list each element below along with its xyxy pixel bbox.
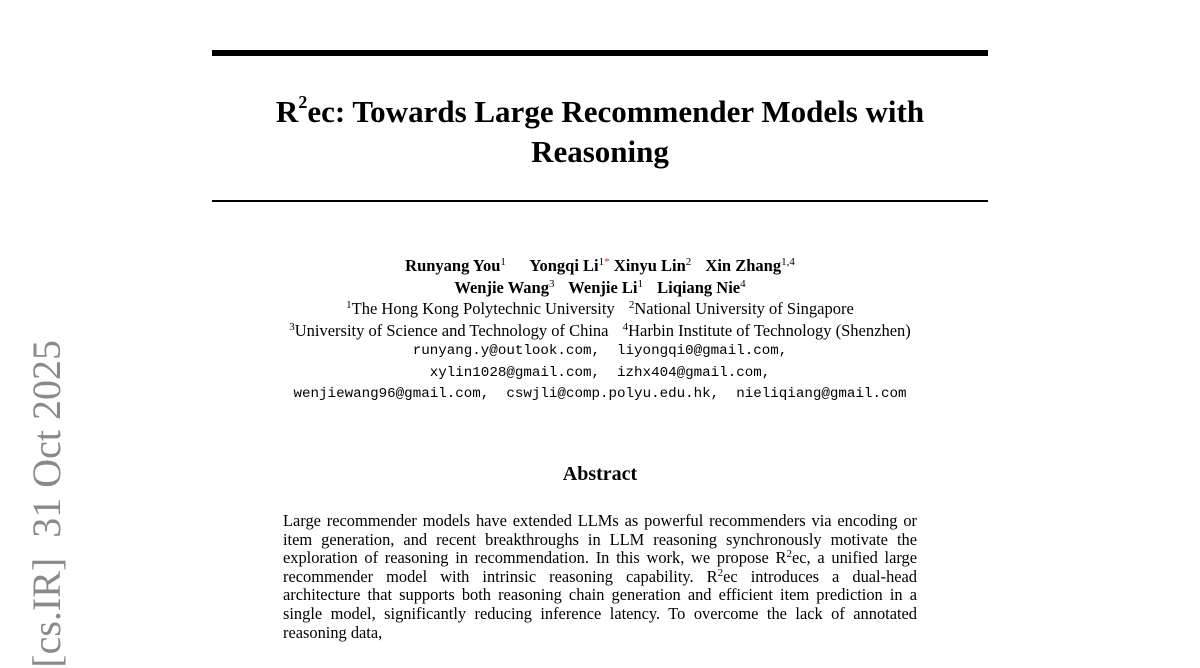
title-top-rule xyxy=(212,50,988,56)
affiliation: The Hong Kong Polytechnic University xyxy=(351,299,615,318)
author-line-1: Runyang You1 Yongqi Li1* Xinyu Lin2 Xin … xyxy=(212,255,988,277)
aff-num: 4 xyxy=(622,320,629,333)
author: Runyang You xyxy=(405,256,501,275)
abstract-sup: 2 xyxy=(786,548,792,561)
abstract-text: ec, a unified large recommender model wi… xyxy=(283,548,917,586)
title-bottom-rule xyxy=(212,200,988,202)
affiliation-line-2: 3University of Science and Technology of… xyxy=(212,320,988,342)
author-aff: 1 xyxy=(637,277,644,290)
paper-title: R2ec: Towards Large Recommender Models w… xyxy=(212,92,988,172)
author-block: Runyang You1 Yongqi Li1* Xinyu Lin2 Xin … xyxy=(212,255,988,406)
abstract-heading: Abstract xyxy=(562,463,638,485)
author: Yongqi Li xyxy=(529,256,599,275)
author-aff: 3 xyxy=(548,277,555,290)
author-line-2: Wenjie Wang3 Wenjie Li1 Liqiang Nie4 xyxy=(212,277,988,299)
abstract-body: Large recommender models have extended L… xyxy=(283,511,918,642)
abstract-text: Large recommender models have extended L… xyxy=(283,511,917,568)
author-aff: 1 xyxy=(500,256,506,268)
title-line1: ec: Towards Large Recommender Models wit… xyxy=(307,94,925,129)
email-line: xylin1028@gmail.com, izhx404@gmail.com, xyxy=(429,364,771,381)
author-aff: 4 xyxy=(740,277,746,290)
email-line: wenjiewang96@gmail.com, cswjli@comp.poly… xyxy=(293,386,907,402)
affiliation: University of Science and Technology of … xyxy=(294,320,609,340)
author: Liqiang Nie xyxy=(657,277,741,297)
abstract-sup: 2 xyxy=(717,566,724,579)
author: Wenjie Li xyxy=(568,277,638,297)
corresponding-mark: * xyxy=(604,256,610,268)
abstract-text: ec introduces a dual-head architecture t… xyxy=(283,566,918,642)
author: Xin Zhang xyxy=(705,256,782,275)
title-line2: Reasoning xyxy=(531,134,669,169)
affiliation: National University of Singapore xyxy=(634,299,854,318)
aff-num: 2 xyxy=(628,299,635,311)
author: Xinyu Lin xyxy=(613,256,686,275)
title-sup: 2 xyxy=(298,92,308,112)
aff-num: 1 xyxy=(346,299,352,311)
email-line: runyang.y@outlook.com, liyongqi0@gmail.c… xyxy=(412,343,788,359)
arxiv-stamp: [cs.IR] 31 Oct 2025 xyxy=(24,340,69,668)
author-aff: 1 xyxy=(598,256,605,268)
author-aff: 1,4 xyxy=(781,256,795,268)
author-aff: 2 xyxy=(685,256,692,268)
title-r: R xyxy=(275,94,299,129)
aff-num: 3 xyxy=(289,320,295,333)
affiliation-line-1: 1The Hong Kong Polytechnic University 2N… xyxy=(212,298,988,320)
affiliation: Harbin Institute of Technology (Shenzhen… xyxy=(628,320,911,340)
author: Wenjie Wang xyxy=(454,277,549,297)
